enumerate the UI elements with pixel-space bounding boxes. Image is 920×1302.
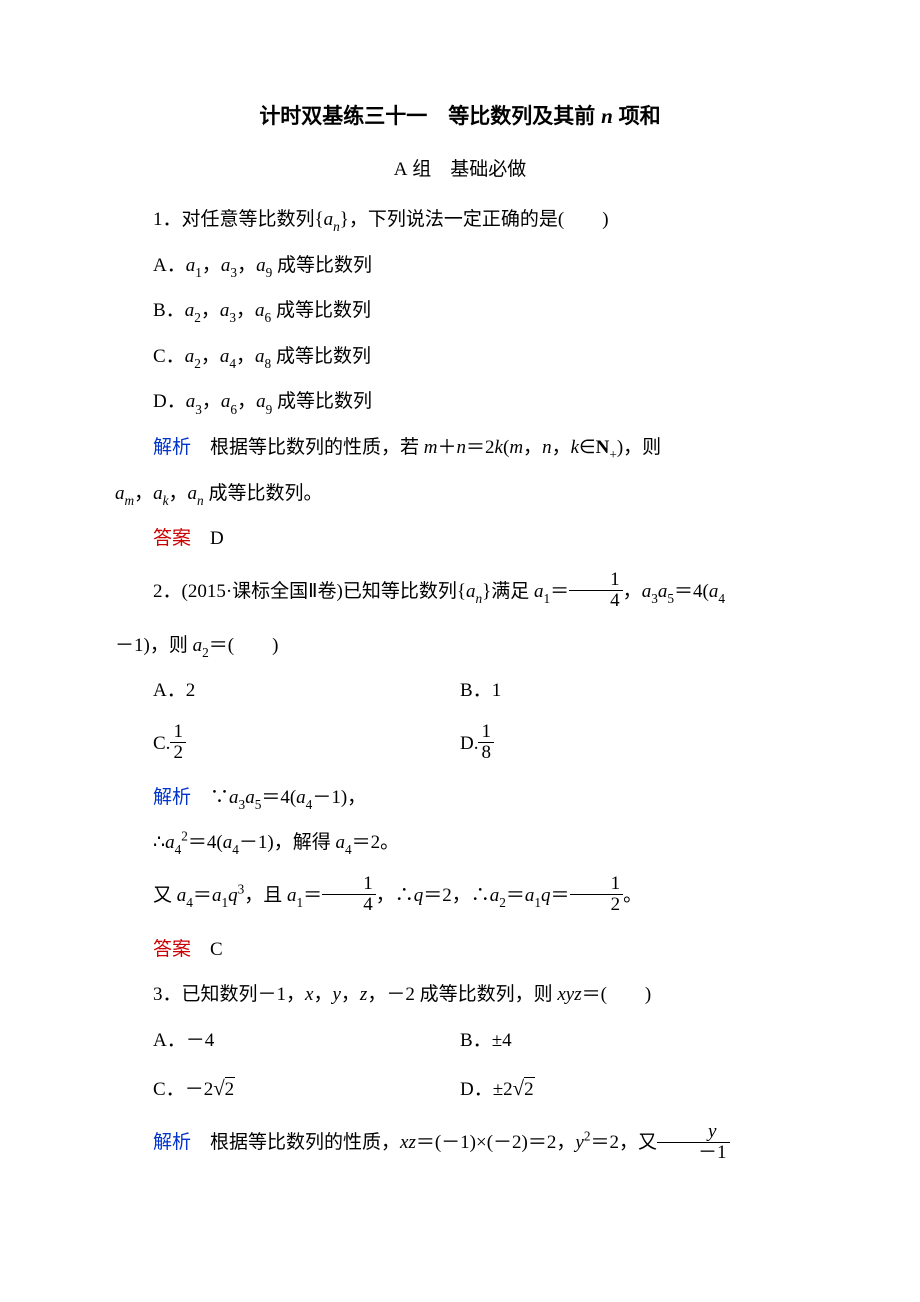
q1-expl-end: 成等比数列。 [204, 483, 323, 504]
q2-expl-2: ∴a42＝4(a4－1)，解得 a4＝2。 [115, 820, 805, 866]
sqrt-2-d: 2 [513, 1063, 535, 1113]
q1-optA-text: 成等比数列 [272, 255, 372, 276]
frac-1-4-b: 14 [322, 874, 376, 915]
q2-opts-row2: C.12 D.18 [115, 714, 805, 775]
q2-expl-3: 又 a4＝a1q3，且 a1＝14，∴q＝2，∴a2＝a1q＝12。 [115, 866, 805, 927]
q1-an-a: a [324, 209, 334, 230]
q1-expl-1: 根据等比数列的性质，若 [191, 437, 424, 458]
q1-optA: A．a1，a3，a9 成等比数列 [115, 243, 805, 289]
q2-stem-end: ＝( ) [209, 635, 279, 656]
q2-optA: A．2 [115, 668, 460, 714]
q2-opts-row1: A．2 B．1 [115, 668, 805, 714]
q1-stem-mid: }，下列说法一定正确的是( ) [340, 209, 609, 230]
q3-opts-row1: A．－4 B．±4 [115, 1018, 805, 1064]
q1-optA-l: A． [153, 255, 186, 276]
q2-expl-label: 解析 [153, 787, 191, 808]
q1-stem: 1．对任意等比数列{an}，下列说法一定正确的是( ) [115, 197, 805, 243]
q3-optB: B．±4 [460, 1018, 805, 1064]
q2-ans: C [191, 939, 223, 960]
page-title: 计时双基练三十一 等比数列及其前 n 项和 [115, 100, 805, 130]
q2-stem-prefix: ．(2015·课标全国Ⅱ卷)已知等比数列{ [163, 581, 466, 602]
q1-ans: D [191, 528, 224, 549]
q1-optB: B．a2，a3，a6 成等比数列 [115, 288, 805, 334]
frac-1-4: 14 [569, 570, 623, 611]
title-text: 计时双基练三十一 等比数列及其前 [259, 105, 601, 128]
q3-stem-prefix: ．已知数列－1， [163, 984, 306, 1005]
q1-optC: C．a2，a4，a8 成等比数列 [115, 334, 805, 380]
q2-stem-mid1: }满足 [482, 581, 534, 602]
q1-expl-2: ，则 [623, 437, 661, 458]
frac-y-neg1: y－1 [657, 1122, 730, 1163]
q2-stem-2: －1)，则 a2＝( ) [115, 623, 805, 669]
subtitle: A 组 基础必做 [115, 154, 805, 181]
frac-1-2-c: 12 [170, 722, 186, 763]
q1-optD-l: D． [153, 391, 186, 412]
q3-explanation: 解析 根据等比数列的性质，xz＝(－1)×(－2)＝2，y2＝2，又y－1 [115, 1113, 805, 1174]
q1-explanation-1: 解析 根据等比数列的性质，若 m＋n＝2k(m，n，k∈N+)，则 [115, 425, 805, 471]
q1-ans-label: 答案 [153, 528, 191, 549]
q1-explanation-2: am，ak，an 成等比数列。 [115, 471, 805, 517]
q2-answer: 答案 C [115, 927, 805, 973]
title-suffix: 项和 [613, 105, 661, 128]
q2-stem-1: 2．(2015·课标全国Ⅱ卷)已知等比数列{an}满足 a1＝14，a3a5＝4… [115, 562, 805, 623]
q1-optD-text: 成等比数列 [272, 391, 372, 412]
frac-1-8: 18 [478, 722, 494, 763]
q3-optA: A．－4 [115, 1018, 460, 1064]
q2-expl-1: 解析 ∵a3a5＝4(a4－1)， [115, 775, 805, 821]
q3-optC: C．－22 [115, 1063, 460, 1113]
q1-optC-l: C． [153, 346, 185, 367]
subtitle-group: 组 [407, 159, 431, 180]
q3-num: 3 [153, 984, 163, 1005]
subtitle-rest: 基础必做 [431, 159, 526, 180]
q1-num: 1 [153, 209, 163, 230]
q3-opts-row2: C．－22 D．±22 [115, 1063, 805, 1113]
page: 计时双基练三十一 等比数列及其前 n 项和 A 组 基础必做 1．对任意等比数列… [0, 0, 920, 1302]
q2-optB: B．1 [460, 668, 805, 714]
q2-cont-prefix: －1) [115, 635, 150, 656]
title-n: n [601, 104, 613, 128]
q2-optC: C.12 [115, 714, 460, 775]
q2-num: 2 [153, 581, 163, 602]
q1-optC-text: 成等比数列 [271, 346, 371, 367]
q3-expl-label: 解析 [153, 1132, 191, 1153]
q1-an-n: n [333, 219, 340, 234]
q3-stem: 3．已知数列－1，x，y，z，－2 成等比数列，则 xyz＝( ) [115, 972, 805, 1018]
frac-1-2-e: 12 [570, 874, 624, 915]
q3-optD: D．±22 [460, 1063, 805, 1113]
q1-stem-prefix: ．对任意等比数列{ [163, 209, 324, 230]
sqrt-2-c: 2 [213, 1063, 235, 1113]
q2-optD: D.18 [460, 714, 805, 775]
q1-answer: 答案 D [115, 516, 805, 562]
q2-ans-label: 答案 [153, 939, 191, 960]
q1-expl-label: 解析 [153, 437, 191, 458]
q1-optD: D．a3，a6，a9 成等比数列 [115, 379, 805, 425]
q1-optB-text: 成等比数列 [271, 300, 371, 321]
q2-stem-mid3: ，则 [150, 635, 193, 656]
q1-optB-l: B． [153, 300, 185, 321]
subtitle-a: A [394, 159, 408, 180]
